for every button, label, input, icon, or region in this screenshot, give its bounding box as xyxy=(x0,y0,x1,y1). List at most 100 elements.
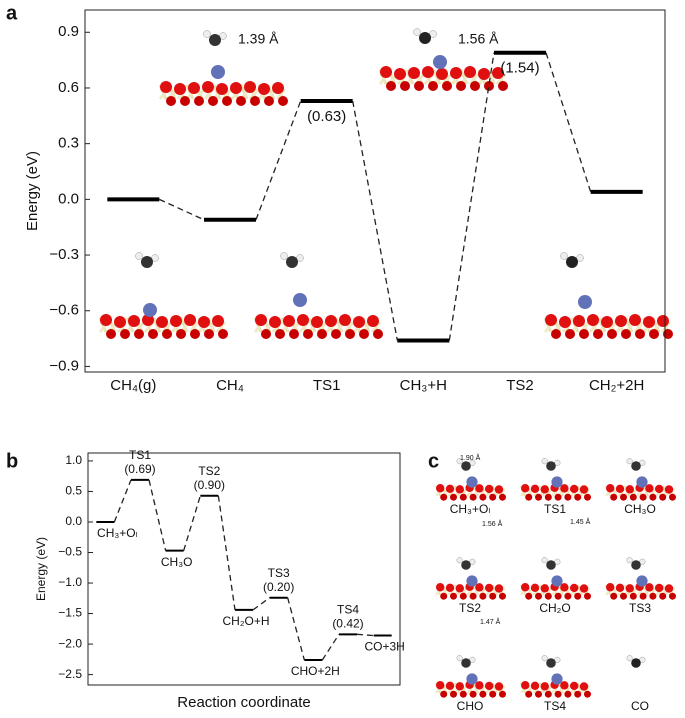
bond xyxy=(576,584,583,596)
atom-o xyxy=(485,681,494,691)
bond xyxy=(343,321,355,333)
bond xyxy=(248,88,260,100)
atom-c xyxy=(631,658,641,668)
atom-o xyxy=(455,584,464,593)
y-tick-label: −2.5 xyxy=(58,667,82,681)
atom-o xyxy=(170,315,182,327)
atom-o xyxy=(208,96,218,106)
atom-o xyxy=(564,690,572,698)
x-tick-label: TS1 xyxy=(313,377,341,394)
connector xyxy=(148,479,167,551)
atom-o xyxy=(134,329,144,339)
atom-o xyxy=(606,484,615,493)
atom-o xyxy=(258,83,270,95)
atom-h xyxy=(639,656,646,663)
atom-o xyxy=(148,329,158,339)
atom-o xyxy=(455,485,464,494)
connector xyxy=(287,597,305,661)
distance-label: 1.39 Å xyxy=(238,31,279,47)
atom-h xyxy=(456,557,463,564)
atom-o xyxy=(494,584,504,593)
atom-o xyxy=(166,96,176,106)
atom-metal xyxy=(636,476,648,488)
atom-o xyxy=(194,96,204,106)
structure-label: CH₃O xyxy=(624,502,656,516)
y-axis-label: Energy (eV) xyxy=(34,537,48,601)
atom-o xyxy=(106,329,116,339)
atom-o xyxy=(176,329,186,339)
atom-o xyxy=(436,68,448,80)
atom-h xyxy=(456,458,463,465)
atom-o xyxy=(142,314,154,326)
bond xyxy=(642,584,649,596)
atom-h xyxy=(456,655,463,662)
atom-o xyxy=(525,493,533,501)
atom-o xyxy=(544,592,552,600)
y-tick-label: −0.6 xyxy=(49,302,79,319)
structure-label: TS3 xyxy=(629,601,651,615)
y-tick-label: −0.5 xyxy=(58,545,82,559)
atom-o xyxy=(278,96,288,106)
atom-o xyxy=(579,485,589,494)
connector xyxy=(159,198,205,221)
atom-o xyxy=(459,493,467,501)
atom-o xyxy=(222,96,232,106)
atom-h xyxy=(469,656,476,663)
atom-o xyxy=(489,592,497,600)
atom-o xyxy=(560,484,569,493)
bond xyxy=(275,88,287,100)
y-tick-label: −1.5 xyxy=(58,606,82,620)
atom-o xyxy=(664,584,674,593)
atom-h xyxy=(639,558,646,565)
atom-o xyxy=(428,81,438,91)
bond xyxy=(334,317,344,333)
atom-o xyxy=(156,316,168,328)
bond xyxy=(576,485,583,497)
atom-h xyxy=(413,28,421,36)
atom-o xyxy=(494,485,504,494)
atom-o xyxy=(639,493,647,501)
atom-o xyxy=(459,592,467,600)
atom-o xyxy=(639,592,647,600)
atom-o xyxy=(535,493,542,501)
atom-o xyxy=(331,329,341,339)
atom-h xyxy=(554,558,561,565)
connector xyxy=(321,633,340,661)
atom-o xyxy=(669,493,676,501)
atom-o xyxy=(394,68,406,80)
atom-c xyxy=(631,560,641,570)
atom-o xyxy=(174,83,186,95)
atom-o xyxy=(606,583,615,592)
structure-label: CHO xyxy=(457,699,484,713)
atom-o xyxy=(645,484,654,493)
atom-o xyxy=(450,690,457,698)
atom-o xyxy=(621,329,631,339)
level-label: CO+3H xyxy=(364,640,404,654)
atom-c xyxy=(546,560,556,570)
atom-o xyxy=(525,592,533,600)
bond xyxy=(459,69,469,85)
bond xyxy=(215,321,227,333)
bond xyxy=(624,317,634,333)
bond xyxy=(642,485,649,497)
atom-o xyxy=(475,681,484,690)
bond xyxy=(576,682,583,694)
barrier-label: (0.90) xyxy=(194,478,225,492)
atom-o xyxy=(359,329,369,339)
bond xyxy=(239,84,249,100)
atom-o xyxy=(202,81,214,93)
atom-c xyxy=(209,34,221,46)
atom-o xyxy=(573,315,585,327)
atom-o xyxy=(635,329,645,339)
atom-o xyxy=(244,81,256,93)
atom-o xyxy=(645,583,654,592)
atom-o xyxy=(565,329,575,339)
atom-o xyxy=(657,315,669,327)
distance-label: 1.45 Å xyxy=(570,517,591,526)
y-tick-label: 1.0 xyxy=(65,453,82,467)
atom-o xyxy=(489,493,497,501)
atom-o xyxy=(353,316,365,328)
atom-o xyxy=(436,583,445,592)
atom-o xyxy=(659,493,667,501)
atom-o xyxy=(230,82,242,94)
